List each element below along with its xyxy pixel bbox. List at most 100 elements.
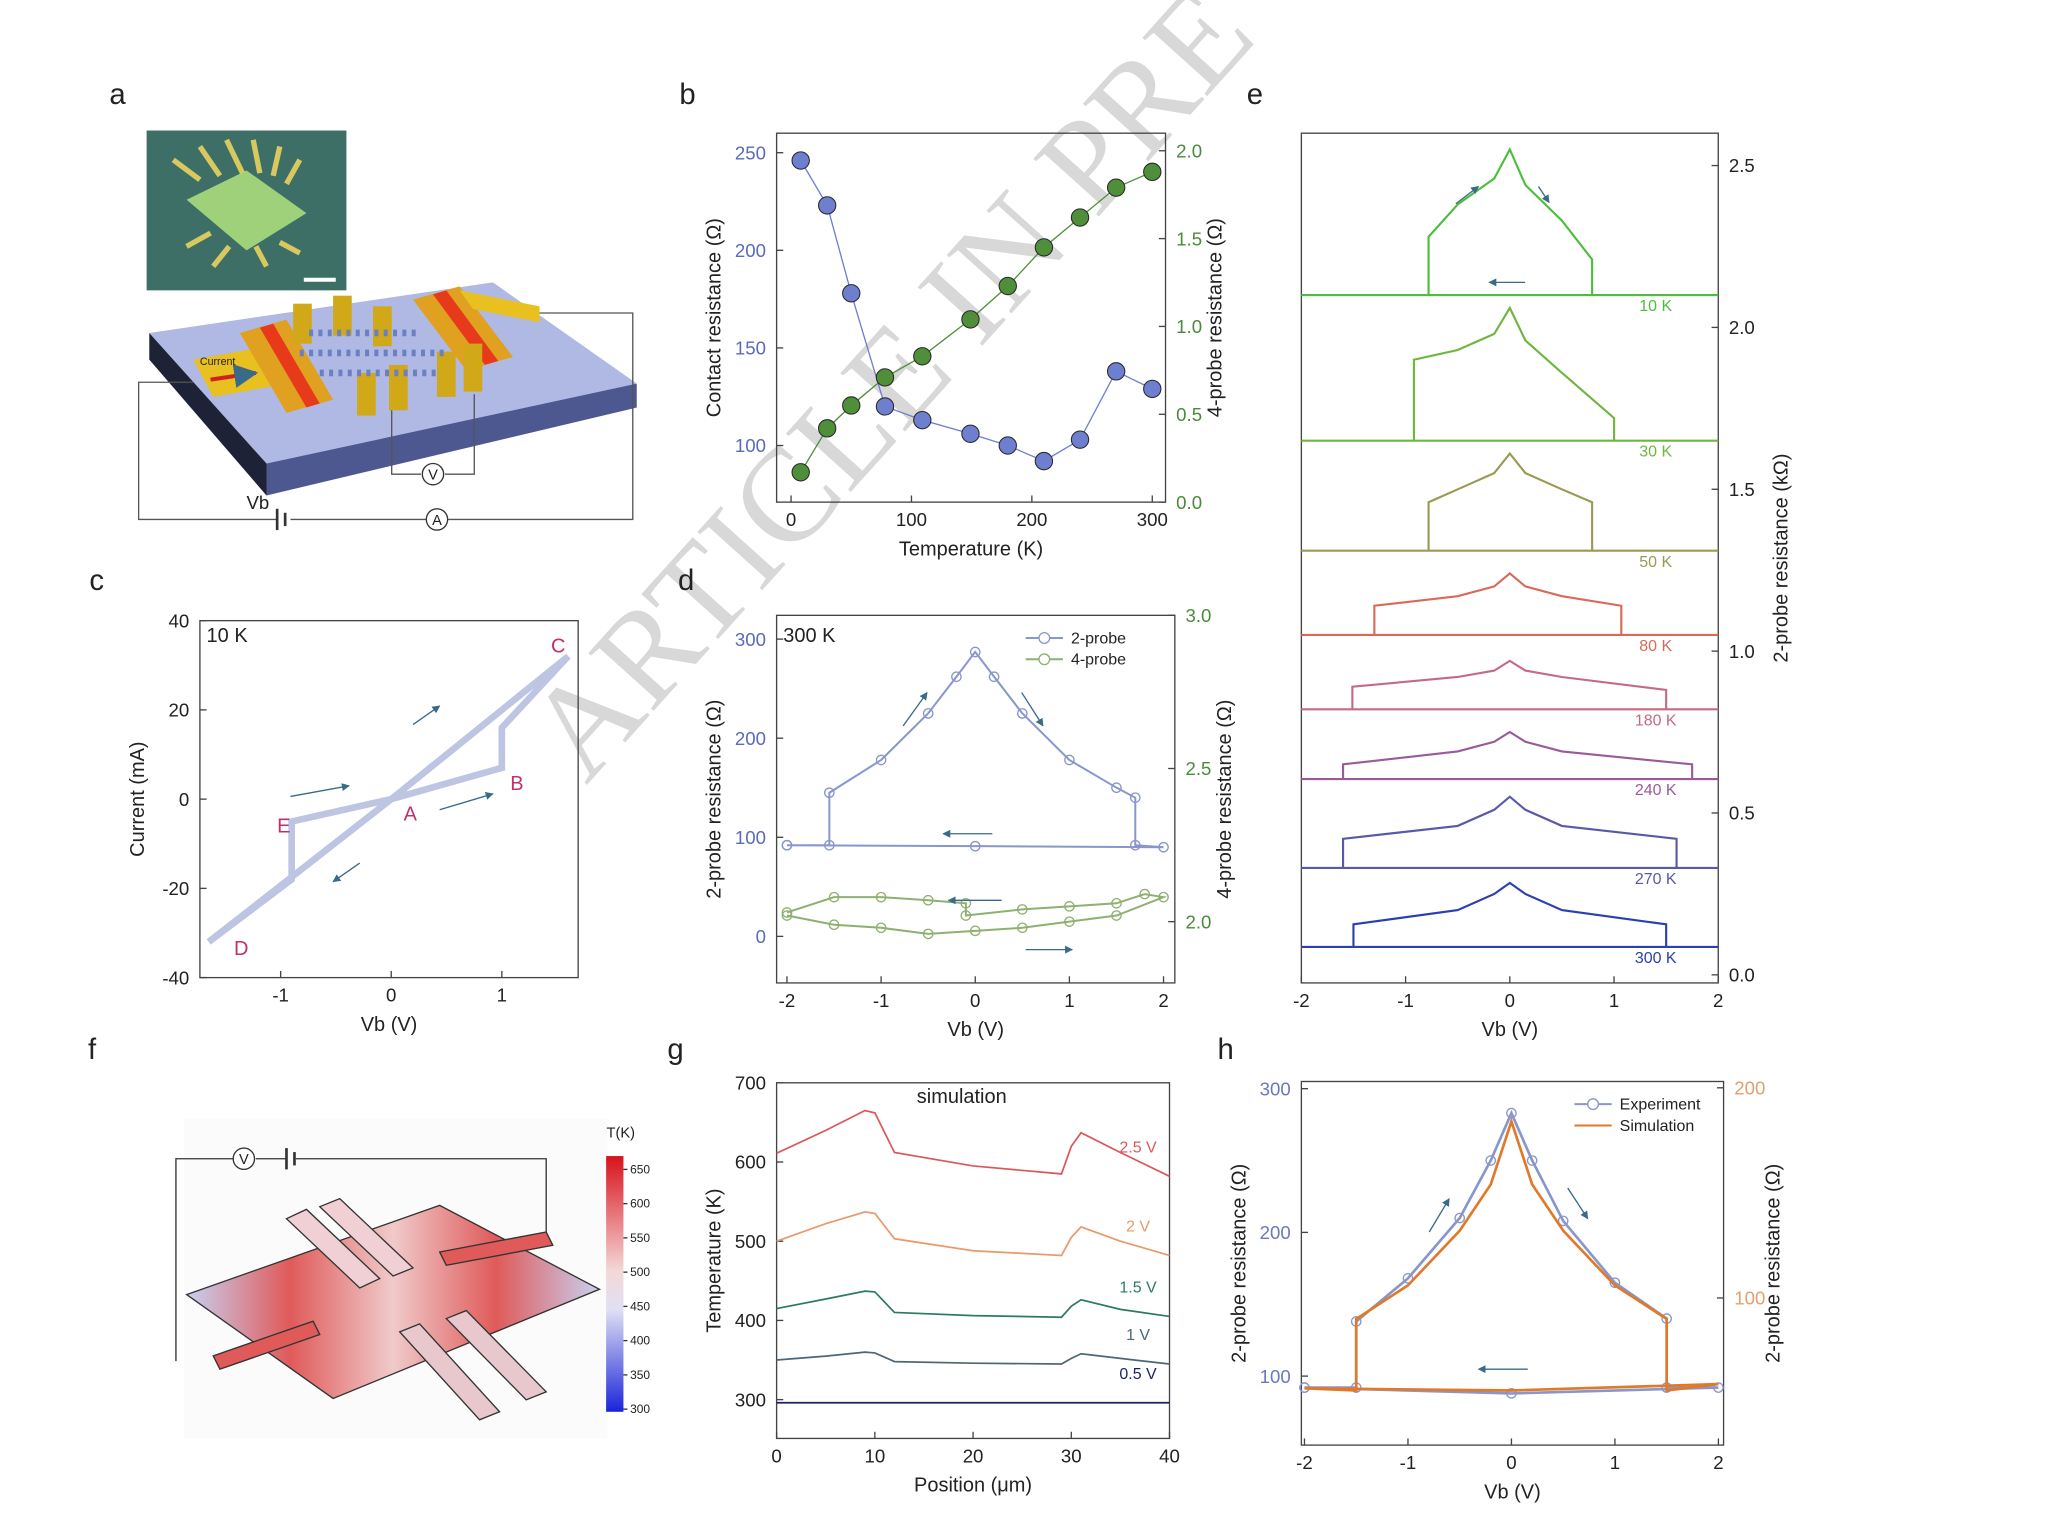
data-point (875, 368, 895, 387)
data-point (1016, 708, 1028, 719)
data-point (781, 910, 793, 921)
y-tick-label: 250 (735, 142, 766, 163)
series-line (1301, 571, 1719, 636)
legend-marker (1038, 653, 1051, 666)
data-point (1064, 754, 1075, 766)
data-point (781, 839, 793, 851)
y-axis-label: 2-probe resistance (Ω) (704, 700, 726, 899)
data-point (817, 196, 837, 215)
data-point (998, 436, 1017, 455)
y-tick-label: 100 (735, 435, 766, 456)
y-tick-label: 0.0 (1176, 492, 1202, 513)
x-axis-label: Temperature (K) (899, 538, 1043, 560)
arrow (332, 862, 361, 883)
data-point (1111, 910, 1122, 921)
colorbar-tick-label: 450 (630, 1299, 650, 1313)
data-point (913, 410, 932, 430)
data-point (913, 347, 932, 366)
panel-label: d (678, 564, 694, 597)
x-tick-label: 1 (1064, 990, 1074, 1011)
y-tick-label: 2.0 (1729, 317, 1755, 338)
y-tick-label: 150 (735, 338, 766, 359)
colorbar-tick-label: 400 (630, 1334, 650, 1348)
series-line (1304, 1109, 1719, 1395)
y-tick-label: 400 (735, 1310, 766, 1331)
plot-frame (775, 614, 1176, 984)
series-label: 30 K (1639, 444, 1672, 461)
y-tick-label: 300 (735, 629, 766, 650)
arrow (902, 691, 928, 727)
data-point (1506, 1388, 1517, 1399)
y-tick-label: 2.5 (1185, 758, 1211, 779)
series-line (1301, 795, 1719, 870)
series-line (1301, 730, 1719, 781)
data-point (1139, 888, 1151, 900)
series-line (1301, 147, 1719, 297)
data-point (1143, 162, 1162, 182)
x-tick-label: -2 (1293, 990, 1310, 1011)
colorbar-tick-label: 550 (630, 1231, 650, 1245)
data-point (791, 463, 810, 482)
x-tick-label: 30 (1061, 1445, 1082, 1466)
colorbar-tick-label: 350 (630, 1368, 650, 1382)
x-tick-label: 0 (786, 509, 796, 530)
x-tick-label: 200 (1016, 509, 1047, 530)
x-axis-label: Vb (V) (361, 1014, 418, 1036)
voltmeter-label: V (428, 467, 438, 483)
y-tick-label: -20 (162, 878, 189, 899)
data-point (1143, 379, 1162, 399)
data-point (1070, 430, 1090, 449)
data-point (1034, 238, 1054, 257)
series-label: 180 K (1635, 712, 1677, 729)
series-label: 2 V (1126, 1219, 1150, 1236)
data-point (1713, 1382, 1724, 1393)
data-point (969, 646, 981, 658)
data-point (1526, 1155, 1538, 1166)
y-tick-label: 1.5 (1729, 479, 1755, 500)
data-point (961, 424, 980, 443)
x-tick-label: 0 (1506, 1452, 1516, 1473)
legend-label: 4-probe (1071, 652, 1126, 669)
data-point (875, 754, 887, 766)
data-point (842, 396, 861, 415)
data-point (1129, 839, 1141, 851)
series-line (786, 650, 1164, 849)
annotation: C (551, 636, 565, 658)
x-tick-label: 300 (1137, 509, 1168, 530)
panel-label: g (667, 1033, 683, 1066)
data-point (1129, 792, 1141, 803)
data-point (951, 671, 962, 683)
arrow (1537, 186, 1550, 204)
x-tick-label: -1 (1397, 990, 1414, 1011)
x-tick-label: 0 (771, 1445, 781, 1466)
y-tick-label: 1.0 (1729, 641, 1755, 662)
x-tick-label: -2 (1296, 1452, 1313, 1473)
y-tick-label: 0.5 (1176, 404, 1202, 425)
data-point (1158, 891, 1169, 903)
data-point (875, 397, 895, 416)
x-tick-label: -2 (779, 990, 796, 1011)
x-tick-label: 10 (864, 1445, 885, 1466)
data-point (1454, 1212, 1466, 1224)
series-label: 1.5 V (1119, 1279, 1157, 1296)
x-tick-label: 0 (970, 990, 980, 1011)
y-tick-label: 1.5 (1176, 228, 1202, 249)
data-point (960, 910, 972, 921)
series-line (1301, 659, 1719, 711)
colorbar-tick-label: 500 (630, 1265, 650, 1279)
data-point (961, 310, 980, 329)
panel-label: c (89, 564, 104, 597)
x-tick-label: 40 (1159, 1445, 1180, 1466)
y-tick-label: 3.0 (1185, 605, 1211, 626)
series-line (786, 893, 1168, 935)
colorbar-ticks: 650 600 550 500 450 400 350 300 (623, 1162, 650, 1416)
y-tick-label: 40 (169, 610, 190, 631)
colorbar-tick-label: 650 (630, 1162, 650, 1176)
legend-label: 2-probe (1071, 630, 1126, 647)
series-label: 10 K (1639, 298, 1672, 315)
x-tick-label: 1 (1610, 1452, 1620, 1473)
y-tick-label: 200 (735, 728, 766, 749)
x-tick-label: -1 (1400, 1452, 1417, 1473)
panel-label: b (679, 78, 695, 111)
